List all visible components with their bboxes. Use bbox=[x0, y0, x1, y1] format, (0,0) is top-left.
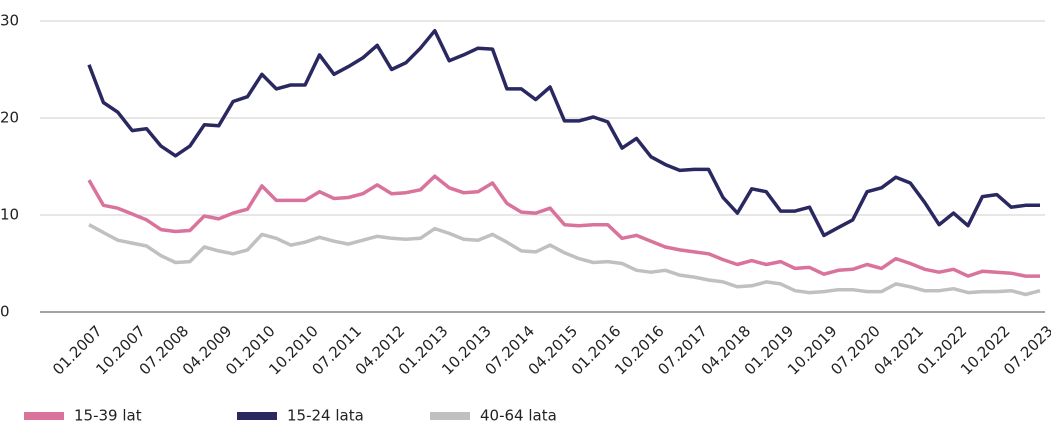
line-series bbox=[87, 28, 1040, 238]
legend-label: 15-24 lata bbox=[287, 407, 364, 425]
y-tick-label: 30 bbox=[0, 12, 19, 30]
line-series bbox=[88, 223, 1041, 297]
y-tick-label: 0 bbox=[0, 303, 10, 321]
legend-label: 15-39 lat bbox=[74, 407, 142, 425]
legend-swatch bbox=[430, 412, 470, 420]
legend-swatch bbox=[237, 412, 277, 420]
legend-swatch bbox=[24, 412, 64, 420]
legend-label: 40-64 lata bbox=[480, 407, 557, 425]
line-series bbox=[87, 174, 1040, 278]
y-tick-label: 20 bbox=[0, 109, 19, 127]
y-tick-label: 10 bbox=[0, 206, 19, 224]
